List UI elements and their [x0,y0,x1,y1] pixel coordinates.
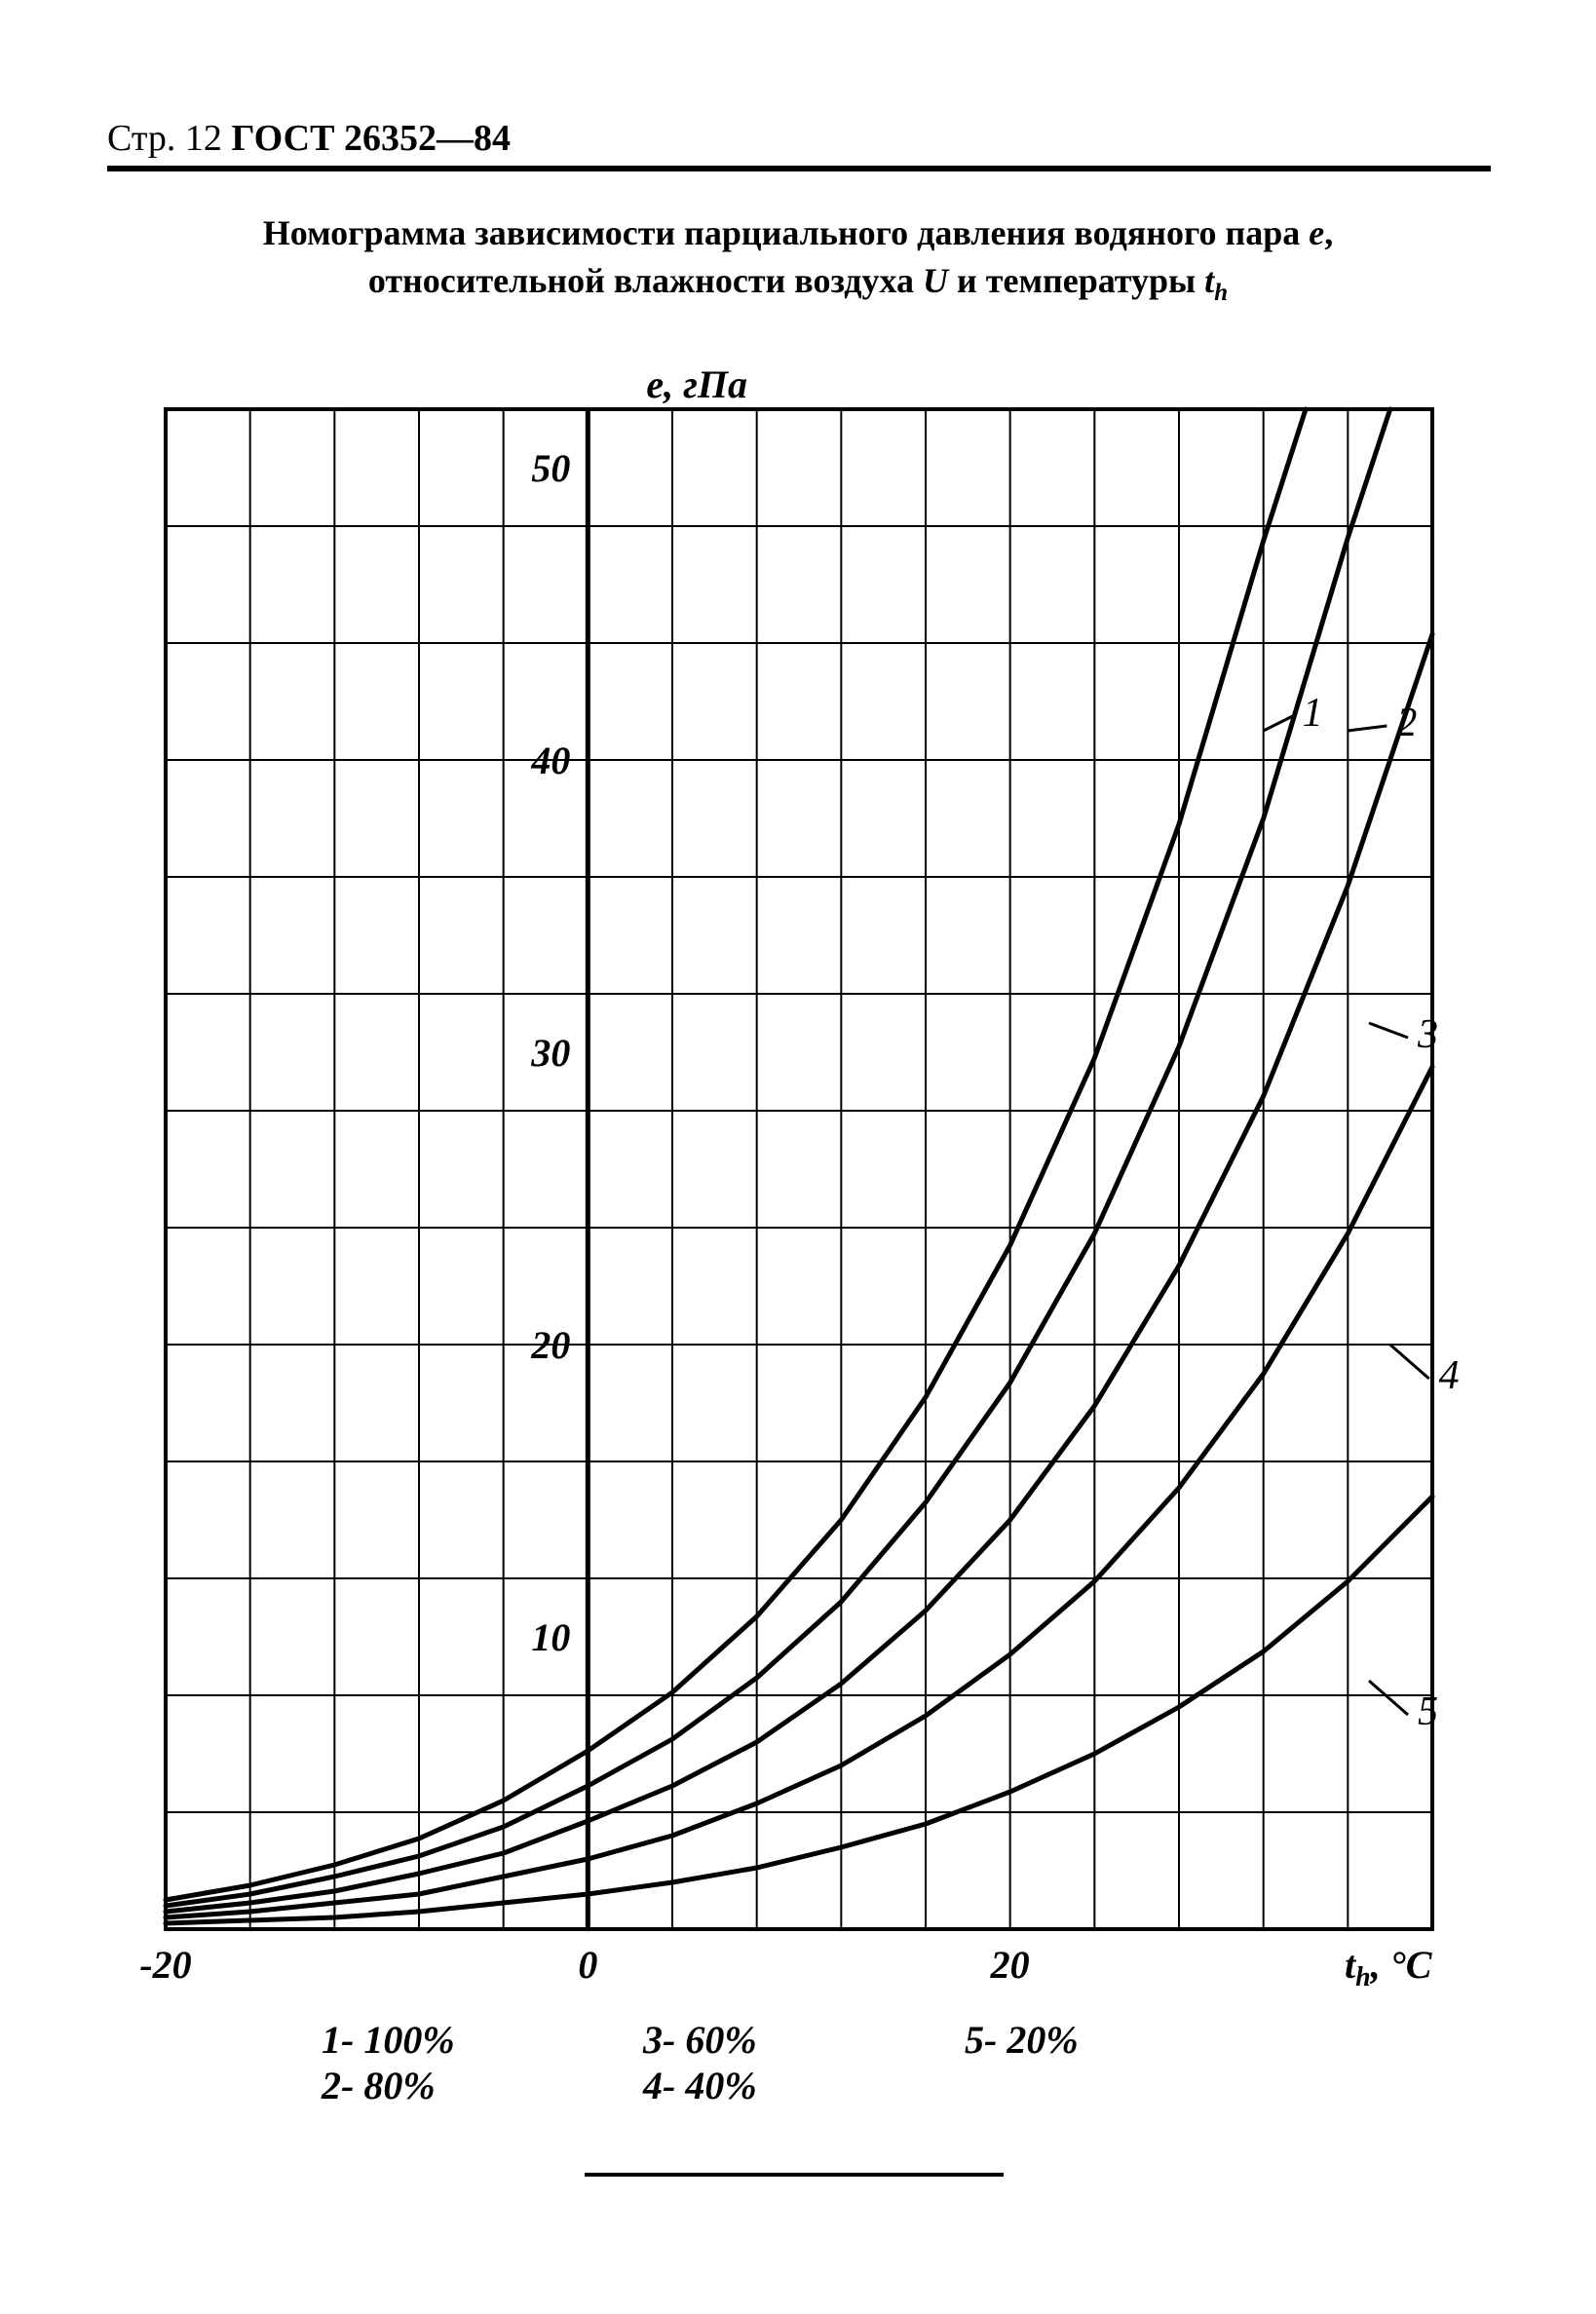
legend-item-5: 5- 20% [965,2017,1286,2063]
svg-text:10: 10 [531,1615,570,1659]
page-header: Стр. 12 ГОСТ 26352—84 [107,117,511,160]
legend-item-1: 1- 100% [322,2017,643,2063]
svg-text:4: 4 [1439,1353,1460,1398]
chart-legend: 1- 100% 3- 60% 5- 20% 2- 80% 4- 40% [322,2017,1296,2108]
legend-item-4: 4- 40% [643,2063,965,2108]
svg-text:50: 50 [531,446,570,490]
svg-text:20: 20 [990,1943,1030,1987]
page-header-standard: ГОСТ 26352—84 [231,118,511,159]
legend-item-2: 2- 80% [322,2063,643,2108]
chart-title: Номограмма зависимости парциального давл… [0,209,1596,310]
svg-text:30: 30 [530,1031,570,1075]
svg-text:40: 40 [530,739,570,782]
svg-text:e, гПа: e, гПа [646,362,747,406]
svg-text:-20: -20 [139,1943,191,1987]
svg-text:20: 20 [530,1323,570,1367]
svg-text:5: 5 [1418,1689,1438,1734]
nomogram-chart: e, гПа1020304050-20020th, °C12345 [136,351,1462,2027]
svg-text:0: 0 [578,1943,597,1987]
svg-text:3: 3 [1417,1012,1438,1057]
header-rule [107,166,1491,171]
svg-text:th, °C: th, °C [1345,1943,1433,1992]
svg-text:1: 1 [1303,691,1323,736]
page-header-prefix: Стр. 12 [107,118,231,159]
footer-rule [585,2173,1004,2177]
legend-item-3: 3- 60% [643,2017,965,2063]
